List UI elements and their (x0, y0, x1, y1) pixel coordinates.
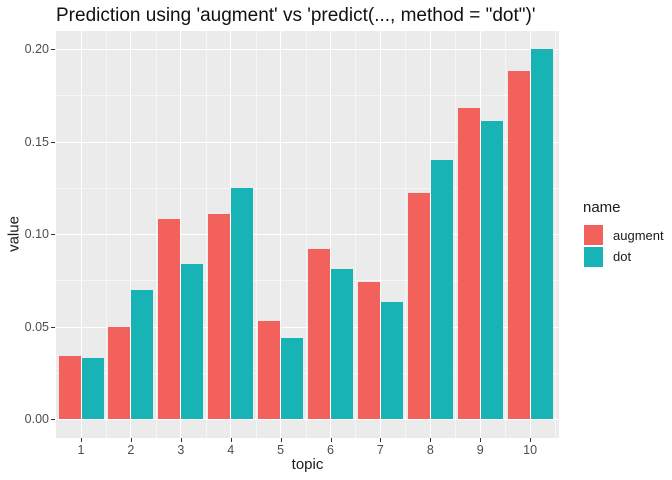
x-tick-label: 8 (426, 443, 434, 457)
bar-augment-topic-5 (258, 320, 281, 419)
x-tick-label: 2 (127, 443, 135, 457)
x-tick-mark (380, 438, 382, 442)
legend-item-dot: dot (583, 246, 664, 267)
x-tick-mark (130, 438, 132, 442)
x-tick-label: 4 (227, 443, 235, 457)
gridline-major-x (429, 31, 431, 438)
legend-title: name (583, 199, 621, 216)
bar-augment-topic-7 (357, 282, 380, 419)
y-tick-label: 0.10 (24, 227, 49, 241)
panel (56, 31, 559, 438)
gridline-major-x (180, 31, 182, 438)
y-tick-mark (51, 49, 55, 50)
legend: name augment dot (583, 199, 664, 268)
bar-dot-topic-6 (331, 269, 353, 419)
y-tick-mark (51, 234, 55, 235)
x-tick-mark (280, 438, 282, 442)
gridline-major-x (379, 31, 381, 438)
y-tick-mark (51, 326, 55, 328)
bar-dot-topic-1 (81, 357, 104, 419)
x-axis-title: topic (291, 456, 324, 473)
bar-dot-topic-4 (231, 187, 254, 419)
x-tick-label: 3 (177, 443, 185, 457)
bar-dot-topic-5 (281, 337, 304, 419)
gridline-minor-y (56, 95, 559, 97)
legend-label-augment: augment (613, 227, 664, 243)
bar-augment-topic-3 (158, 219, 181, 419)
y-tick-mark (51, 141, 55, 143)
gridline-major-y (56, 326, 559, 328)
bar-dot-topic-2 (131, 289, 154, 419)
gridline-major-y (56, 419, 559, 420)
x-tick-mark (530, 438, 532, 442)
legend-swatch-augment (584, 225, 603, 245)
legend-items: augment dot (583, 225, 664, 267)
x-tick-mark (180, 438, 182, 442)
legend-swatch-dot (584, 246, 603, 267)
x-tick-mark (230, 438, 232, 442)
gridline-major-x (529, 31, 531, 438)
x-tick-mark (430, 438, 432, 442)
x-tick-label: 6 (327, 443, 334, 457)
bar-augment-topic-1 (58, 356, 81, 419)
x-tick-label: 5 (277, 443, 285, 457)
y-tick-label: 0.15 (24, 134, 49, 149)
plot-title: Prediction using 'augment' vs 'predict(.… (56, 5, 536, 26)
gridline-major-x (130, 31, 132, 438)
gridline-major-x (280, 31, 282, 438)
y-tick-label: 0.20 (24, 42, 49, 56)
x-tick-label: 1 (77, 443, 85, 457)
bar-dot-topic-9 (480, 121, 503, 419)
y-tick-label: 0.05 (24, 319, 49, 334)
gridline-major-x (80, 31, 82, 438)
x-tick-mark (81, 438, 82, 442)
bar-augment-topic-8 (407, 193, 430, 419)
legend-label-dot: dot (613, 249, 632, 264)
bar-dot-topic-10 (530, 49, 553, 419)
bar-dot-topic-8 (430, 160, 453, 419)
gridline-major-y (56, 49, 559, 50)
y-tick-mark (51, 419, 55, 420)
bar-dot-topic-7 (380, 302, 403, 419)
legend-item-augment: augment (583, 225, 664, 245)
x-tick-mark (480, 438, 482, 442)
gridline-minor-y (56, 280, 559, 282)
gridline-major-y (56, 141, 559, 143)
bar-dot-topic-3 (181, 263, 204, 419)
bar-augment-topic-2 (108, 326, 131, 419)
bar-augment-topic-4 (208, 213, 231, 419)
x-tick-mark (330, 438, 332, 442)
gridline-major-y (56, 234, 559, 235)
x-tick-label: 9 (476, 443, 484, 457)
gridline-major-x (330, 31, 331, 438)
gridline-major-x (230, 31, 232, 438)
gridline-major-x (479, 31, 481, 438)
gridline-minor-y (56, 372, 559, 374)
gridline-minor-y (56, 187, 559, 189)
bar-augment-topic-9 (457, 108, 480, 419)
bar-augment-topic-10 (507, 71, 530, 419)
y-tick-label: 0.00 (24, 412, 49, 426)
bar-augment-topic-6 (308, 248, 330, 419)
x-tick-label: 10 (523, 443, 538, 457)
x-tick-label: 7 (376, 443, 384, 457)
